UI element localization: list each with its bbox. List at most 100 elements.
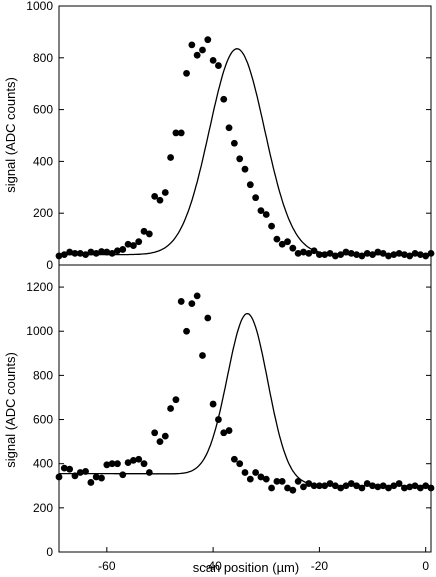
bottom-data-points (55, 292, 435, 494)
top-data-point (172, 129, 180, 137)
bottom-data-point (183, 327, 190, 335)
top-data-point (130, 242, 137, 249)
bottom-data-point (135, 455, 143, 463)
top-data-point (427, 249, 435, 257)
bottom-y-axis-label: signal (ADC counts) (3, 352, 18, 468)
bottom-data-point (119, 471, 127, 479)
top-data-point (167, 154, 175, 161)
bottom-data-point (278, 477, 286, 485)
bottom-data-point (130, 456, 137, 464)
top-data-point (284, 238, 291, 246)
top-data-point (103, 248, 111, 256)
top-data-point (87, 248, 95, 256)
bottom-data-point (300, 483, 307, 491)
x-tick-label: -60 (98, 559, 116, 573)
top-y-tick-label: 800 (33, 51, 53, 65)
bottom-data-point (289, 486, 297, 494)
top-data-point (135, 238, 143, 246)
top-data-point (257, 207, 265, 215)
top-data-point (204, 36, 212, 44)
bottom-data-point (66, 465, 74, 473)
top-data-point (199, 46, 206, 54)
top-y-tick-label: 200 (33, 206, 53, 220)
top-data-point (145, 230, 153, 238)
bottom-data-point (193, 292, 201, 300)
bottom-data-point (92, 473, 100, 481)
bottom-data-point (98, 474, 105, 482)
bottom-y-axis: 0 200 400 600 800 1000 1200 (26, 280, 431, 559)
bottom-data-point (225, 427, 233, 434)
top-data-point (220, 95, 228, 103)
top-y-tick-label: 600 (33, 103, 53, 117)
x-tick-label: 0 (422, 559, 429, 573)
top-y-axis-label: signal (ADC counts) (3, 77, 18, 193)
top-data-point (273, 235, 281, 243)
top-y-tick-label: 1000 (26, 0, 53, 13)
bottom-data-point (60, 464, 68, 472)
bottom-data-point (230, 455, 238, 463)
bottom-y-tick-label: 1200 (26, 280, 53, 294)
bottom-x-axis: -60 -40 -20 0 (98, 547, 429, 573)
bottom-data-point (236, 460, 244, 468)
x-tick-label: -20 (311, 559, 329, 573)
top-data-point (161, 189, 169, 196)
bottom-data-point (246, 475, 254, 483)
bottom-panel: 0 200 400 600 800 1000 1200 -60 -40 -20 0 signal … (3, 264, 435, 575)
top-data-point (230, 139, 238, 147)
top-y-tick-label: 400 (33, 154, 53, 168)
bottom-data-point (268, 484, 275, 492)
top-data-point (188, 41, 196, 49)
bottom-data-point (241, 469, 249, 476)
top-data-point (114, 247, 121, 255)
bottom-data-point (151, 429, 159, 437)
bottom-data-point (156, 438, 164, 446)
bottom-data-point (220, 429, 228, 437)
x-axis-label: scan position (µm) (193, 560, 299, 575)
top-data-point (66, 248, 74, 256)
bottom-data-point (262, 475, 270, 483)
bottom-y-tick-label: 800 (33, 368, 53, 382)
bottom-data-point (337, 484, 345, 492)
top-data-points (55, 36, 435, 260)
bottom-data-point (252, 469, 260, 476)
bottom-data-point (172, 396, 180, 404)
bottom-data-point (199, 352, 206, 359)
x-tick-label: -40 (204, 559, 222, 573)
bottom-data-point (55, 473, 63, 481)
top-data-point (278, 240, 286, 248)
bottom-data-point (284, 484, 291, 492)
top-data-point (246, 181, 254, 189)
bottom-y-tick-label: 400 (33, 457, 53, 471)
bottom-y-tick-label: 0 (46, 545, 53, 559)
bottom-data-point (108, 460, 116, 468)
bottom-data-point (273, 477, 281, 485)
top-data-point (215, 62, 222, 69)
top-data-point (252, 194, 260, 202)
top-data-point (268, 222, 275, 230)
bottom-data-point (188, 300, 196, 308)
top-fit-curve (59, 48, 431, 256)
top-y-tick-label: 0 (46, 258, 53, 272)
bottom-fit-curve (59, 312, 431, 487)
bottom-data-point (257, 473, 265, 481)
bottom-data-point (316, 482, 323, 490)
top-data-point (289, 244, 297, 252)
bottom-data-point (103, 461, 111, 469)
bottom-data-point (161, 432, 169, 440)
bottom-y-tick-label: 1000 (26, 324, 53, 338)
top-data-point (193, 51, 201, 59)
bottom-y-tick-label: 200 (33, 501, 53, 515)
bottom-y-tick-label: 600 (33, 413, 53, 427)
top-panel: 0 200 400 600 800 1000 signal (ADC counts) (3, 0, 435, 272)
bottom-plot-frame (58, 264, 432, 553)
top-data-point (241, 165, 249, 173)
top-data-point (342, 248, 350, 256)
top-data-point (140, 227, 148, 235)
top-data-point (300, 248, 307, 256)
bottom-data-point (124, 459, 132, 466)
bottom-data-point (114, 460, 121, 468)
top-y-axis: 0 200 400 600 800 1000 (26, 0, 431, 272)
top-data-point (225, 124, 233, 132)
top-data-point (209, 56, 217, 64)
